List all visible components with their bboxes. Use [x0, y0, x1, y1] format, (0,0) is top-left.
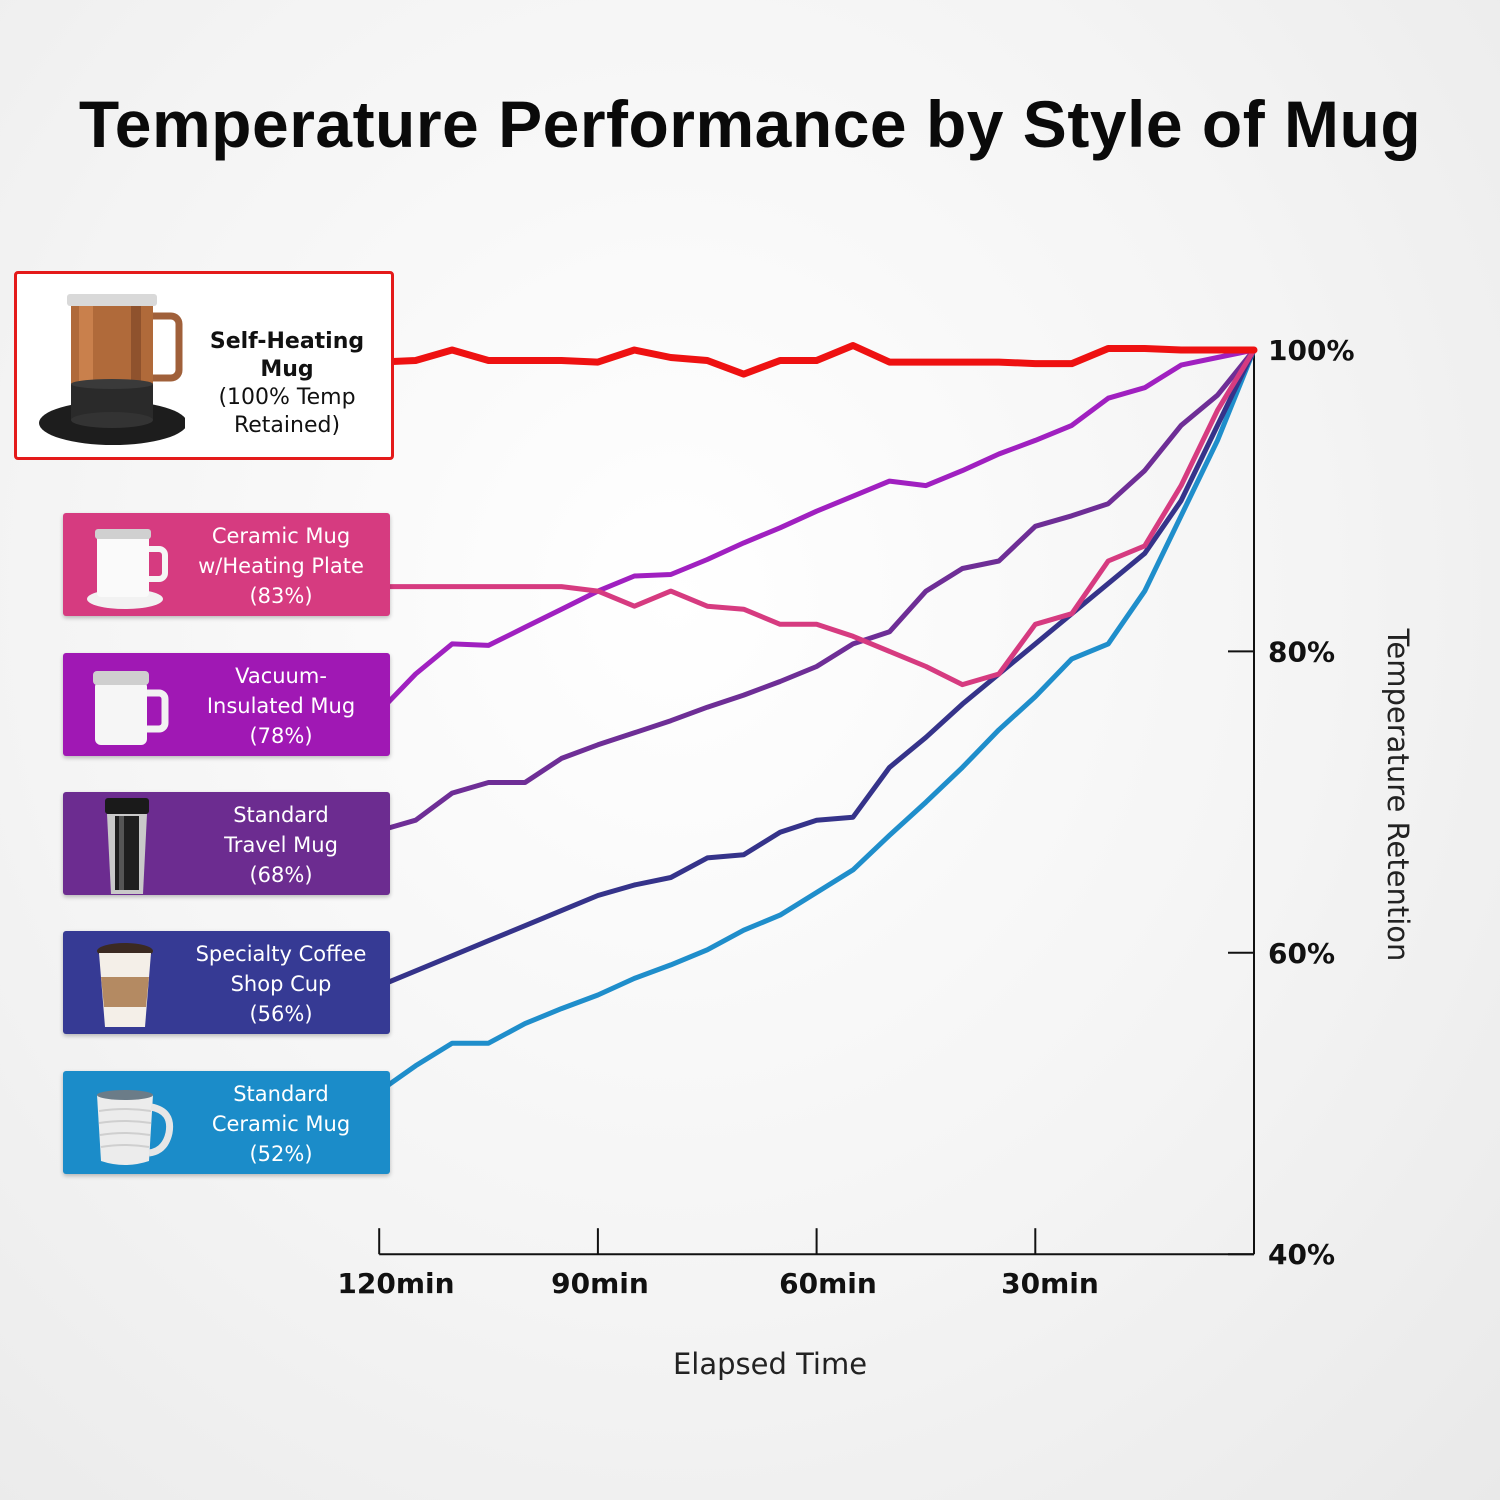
- legend-card-coffee-shop-cup: Specialty Coffee Shop Cup (56%): [63, 931, 390, 1034]
- legend-line: Insulated Mug: [206, 694, 356, 718]
- legend-label-travel-mug: Standard Travel Mug (68%): [181, 800, 381, 890]
- legend-line: Shop Cup: [230, 972, 332, 996]
- ceramic-mug-icon: [97, 1090, 174, 1165]
- legend-card-travel-mug: Standard Travel Mug (68%): [63, 792, 390, 895]
- legend-line: (52%): [249, 1142, 313, 1166]
- legend-card-ceramic-heating-plate: Ceramic Mug w/Heating Plate (83%): [63, 513, 390, 616]
- series-line-self-heating-mug: [339, 342, 1258, 378]
- legend-card-self-heating-mug: Self-Heating Mug (100% Temp Retained): [14, 271, 394, 460]
- x-tick-label: 60min: [779, 1267, 877, 1300]
- legend-line: (78%): [249, 724, 313, 748]
- legend-card-vacuum-insulated: Vacuum- Insulated Mug (78%): [63, 653, 390, 756]
- x-tick-label: 120min: [337, 1267, 454, 1300]
- legend-label-ceramic-heating-plate: Ceramic Mug w/Heating Plate (83%): [181, 521, 381, 611]
- legend-label-standard-ceramic: Standard Ceramic Mug (52%): [181, 1079, 381, 1169]
- legend-line: Travel Mug: [224, 833, 338, 857]
- axis-labels: 100% 80% 60% 40% 120min 90min 60min 30min Elapse…: [337, 334, 1415, 1381]
- legend-line: Specialty Coffee: [195, 942, 367, 966]
- legend-card-standard-ceramic: Standard Ceramic Mug (52%): [63, 1071, 390, 1174]
- legend-line: Retained): [233, 413, 341, 438]
- x-tick-label: 90min: [551, 1267, 649, 1300]
- series-line-ceramic-mug-w-heating-plate: [340, 347, 1257, 688]
- legend-line: Standard: [233, 1082, 329, 1106]
- legend-line: w/Heating Plate: [198, 554, 364, 578]
- ceramic-mug-with-plate-icon: [87, 529, 168, 609]
- legend-line: Vacuum-: [235, 664, 327, 688]
- x-axis-title: Elapsed Time: [673, 1347, 867, 1381]
- legend-line: Self-Heating Mug: [209, 329, 365, 382]
- y-tick-label: 60%: [1268, 937, 1335, 970]
- series-line-vacuum-insulated-mug: [340, 347, 1257, 715]
- chart-title: Temperature Performance by Style of Mug: [78, 87, 1422, 161]
- y-tick-label: 80%: [1268, 635, 1335, 668]
- axes: [378, 349, 1255, 1256]
- legend-line: (56%): [249, 1002, 313, 1026]
- legend-label-self-heating-mug: Self-Heating Mug (100% Temp Retained): [185, 328, 389, 440]
- series-line-standard-ceramic-mug: [340, 347, 1257, 1094]
- legend-label-vacuum-insulated: Vacuum- Insulated Mug (78%): [181, 661, 381, 751]
- y-axis-title: Temperature Retention: [1381, 628, 1415, 962]
- legend-line: (68%): [249, 863, 313, 887]
- copper-mug-icon: [39, 294, 185, 445]
- legend-label-coffee-shop-cup: Specialty Coffee Shop Cup (56%): [181, 939, 381, 1029]
- x-tick-label: 30min: [1001, 1267, 1099, 1300]
- legend-line: (100% Temp: [218, 385, 356, 410]
- y-tick-label: 100%: [1268, 334, 1355, 367]
- vacuum-mug-icon: [93, 671, 169, 745]
- legend-line: (83%): [249, 584, 313, 608]
- legend-line: Ceramic Mug: [211, 524, 351, 548]
- legend-line: Ceramic Mug: [211, 1112, 351, 1136]
- travel-mug-icon: [105, 798, 149, 894]
- y-tick-label: 40%: [1268, 1238, 1335, 1271]
- series-line-standard-travel-mug: [340, 347, 1257, 834]
- legend-line: Standard: [233, 803, 329, 827]
- series-lines: [339, 342, 1258, 1094]
- series-line-specialty-coffee-shop-cup: [340, 347, 1257, 989]
- coffee-cup-icon: [97, 943, 153, 1027]
